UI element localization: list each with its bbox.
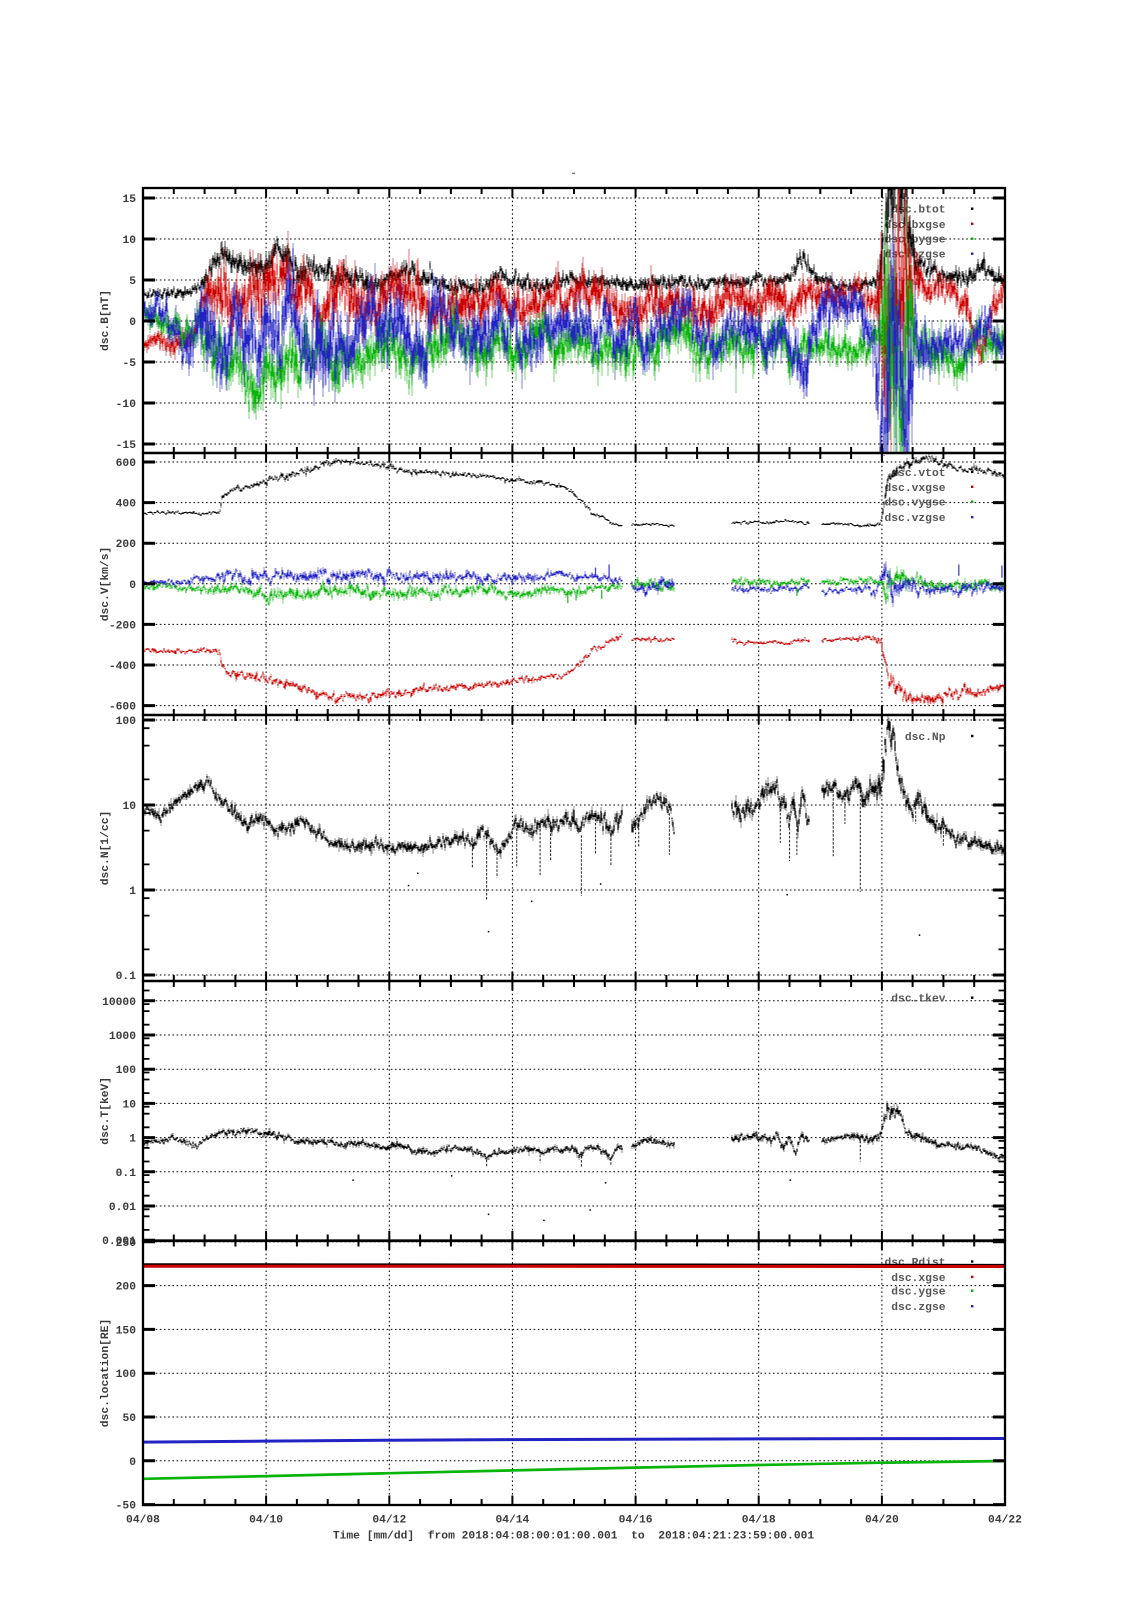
svg-text:04/16: 04/16: [619, 1515, 653, 1527]
svg-text:150: 150: [116, 1325, 137, 1337]
svg-text:1: 1: [129, 886, 136, 898]
svg-text:0.1: 0.1: [116, 1168, 137, 1180]
svg-text:dsc.ygse: dsc.ygse: [891, 1287, 945, 1299]
svg-text:100: 100: [116, 1369, 137, 1381]
svg-text:dsc.xgse: dsc.xgse: [891, 1273, 945, 1285]
svg-text:100: 100: [116, 1065, 137, 1077]
svg-text:250: 250: [116, 1238, 137, 1250]
svg-text:-10: -10: [116, 399, 137, 411]
svg-text:dsc.vtot: dsc.vtot: [891, 468, 945, 480]
svg-text:dsc.Np: dsc.Np: [905, 732, 946, 744]
svg-text:04/18: 04/18: [742, 1515, 776, 1527]
svg-text:600: 600: [116, 458, 137, 470]
svg-text:-5: -5: [122, 358, 136, 370]
svg-text:0.01: 0.01: [109, 1202, 136, 1214]
svg-text:dsc.B[nT]: dsc.B[nT]: [100, 290, 112, 351]
svg-text:dsc.T[keV]: dsc.T[keV]: [100, 1077, 112, 1145]
svg-text:-15: -15: [116, 440, 137, 452]
svg-text:04/12: 04/12: [372, 1515, 406, 1527]
svg-text:0.1: 0.1: [116, 971, 137, 983]
svg-text:0.001: 0.001: [102, 1236, 136, 1248]
svg-text:dsc.bygse: dsc.bygse: [884, 235, 945, 247]
svg-text:dsc.vzgse: dsc.vzgse: [884, 513, 945, 525]
svg-text:1000: 1000: [109, 1031, 136, 1043]
svg-text:400: 400: [116, 499, 137, 511]
svg-text:-200: -200: [109, 620, 136, 632]
svg-text:200: 200: [116, 1282, 137, 1294]
svg-text:dsc.zgse: dsc.zgse: [891, 1302, 945, 1314]
svg-text:-400: -400: [109, 661, 136, 673]
svg-text:04/10: 04/10: [249, 1515, 283, 1527]
svg-text:Time [mm/dd] from 2018:04:08:: Time [mm/dd] from 2018:04:08:00:01:00.00…: [333, 1531, 815, 1543]
svg-text:0: 0: [129, 580, 136, 592]
svg-text:04/14: 04/14: [495, 1515, 529, 1527]
svg-text:-: -: [570, 168, 577, 180]
svg-text:5: 5: [129, 276, 136, 288]
svg-text:-600: -600: [109, 702, 136, 714]
svg-text:200: 200: [116, 539, 137, 551]
svg-text:50: 50: [122, 1413, 136, 1425]
svg-text:10: 10: [122, 801, 136, 813]
svg-text:dsc.N[1/cc]: dsc.N[1/cc]: [100, 811, 112, 886]
svg-text:04/22: 04/22: [988, 1515, 1022, 1527]
svg-text:dsc.location[RE]: dsc.location[RE]: [100, 1319, 112, 1427]
svg-text:15: 15: [122, 194, 136, 206]
svg-text:-50: -50: [116, 1501, 137, 1513]
svg-text:10000: 10000: [102, 997, 136, 1009]
svg-text:dsc.bxgse: dsc.bxgse: [884, 220, 945, 232]
svg-text:04/08: 04/08: [126, 1515, 160, 1527]
svg-text:10: 10: [122, 235, 136, 247]
svg-text:0: 0: [129, 1457, 136, 1469]
svg-text:1: 1: [129, 1134, 136, 1146]
svg-text:dsc.V[km/s]: dsc.V[km/s]: [100, 547, 112, 622]
svg-text:dsc.tkev: dsc.tkev: [891, 994, 945, 1006]
svg-text:dsc.vxgse: dsc.vxgse: [884, 483, 945, 495]
svg-text:100: 100: [116, 716, 137, 728]
svg-text:04/20: 04/20: [865, 1515, 899, 1527]
svg-text:10: 10: [122, 1099, 136, 1111]
svg-text:dsc.vygse: dsc.vygse: [884, 498, 945, 510]
svg-text:0: 0: [129, 317, 136, 329]
